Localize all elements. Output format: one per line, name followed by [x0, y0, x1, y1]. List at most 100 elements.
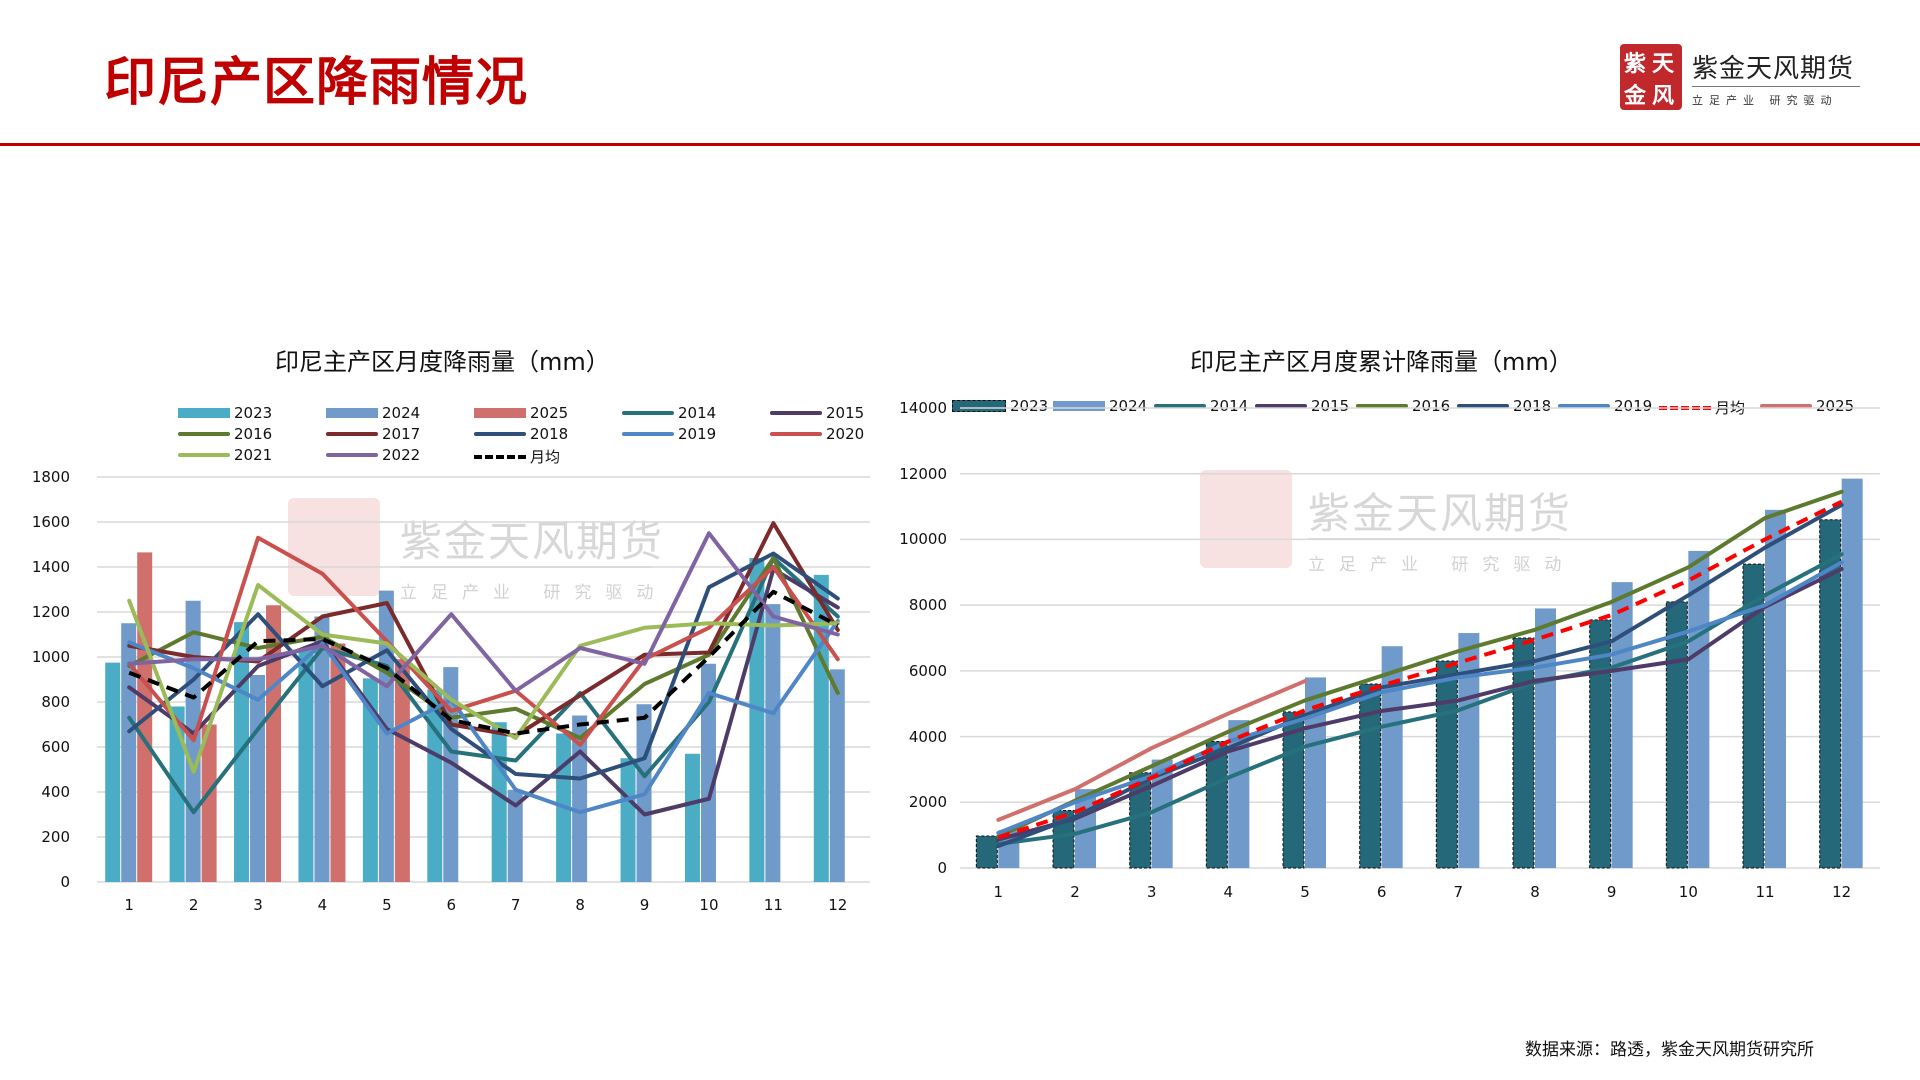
legend-swatch-icon — [178, 432, 230, 436]
legend-label: 2015 — [826, 404, 865, 422]
legend-swatch-icon — [178, 408, 230, 418]
legend-item-2016: 2016 — [178, 425, 272, 443]
bar-2024 — [765, 604, 781, 882]
legend-swatch-icon — [770, 432, 822, 436]
legend-swatch-icon — [178, 453, 230, 457]
line-2020 — [127, 535, 840, 747]
legend-label: 2019 — [1614, 397, 1653, 415]
line-2019 — [996, 560, 1844, 836]
axis-tick-label: 1400 — [31, 558, 70, 576]
bar-2024 — [1611, 582, 1633, 868]
axis-tick-label: 7 — [510, 896, 521, 914]
legend-item-2018: 2018 — [1457, 397, 1551, 415]
axis-tick-label: 0 — [60, 873, 70, 891]
legend-swatch-icon — [1356, 404, 1408, 408]
legend-item-2019: 2019 — [622, 425, 716, 443]
legend-item-2015: 2015 — [1255, 397, 1349, 415]
legend-item-2019: 2019 — [1558, 397, 1652, 415]
legend-item-月均: 月均 — [474, 446, 560, 467]
page-title: 印尼产区降雨情况 — [104, 52, 529, 113]
axis-tick-label: 6000 — [908, 661, 947, 680]
chart-title-monthly: 印尼主产区月度降雨量（mm） — [275, 348, 610, 376]
line-2018 — [127, 551, 840, 781]
axis-tick-label: 8 — [575, 896, 585, 914]
legend-label: 2024 — [382, 404, 421, 422]
bar-2023 — [1205, 741, 1228, 869]
legend-swatch-icon — [1760, 404, 1812, 408]
source-note: 数据来源：路透，紫金天风期货研究所 — [1525, 1040, 1814, 1060]
legend-label: 2024 — [1109, 397, 1148, 415]
legend-item-2023: 2023 — [952, 397, 1048, 415]
axis-tick-label: 10000 — [899, 530, 947, 549]
axis-tick-label: 600 — [41, 738, 70, 756]
axis-tick-label: 8000 — [908, 596, 947, 615]
bar-2023 — [684, 753, 700, 882]
logo-name: 紫金天风期货 — [1692, 54, 1855, 84]
axis-tick-label: 4000 — [908, 727, 947, 746]
line-2016 — [996, 489, 1844, 839]
legend-label: 2014 — [678, 404, 717, 422]
legend-swatch-icon — [326, 432, 378, 436]
axis-tick-label: 1 — [124, 896, 134, 914]
axis-tick-label: 5 — [382, 896, 392, 914]
legend-item-2014: 2014 — [622, 404, 716, 422]
axis-tick-label: 1200 — [31, 603, 70, 621]
legend-item-2023: 2023 — [178, 404, 272, 422]
logo-slogan: 立足产业 研究驱动 — [1692, 94, 1838, 107]
company-logo: 紫 天 金 风 紫金天风期货 立足产业 研究驱动 — [1620, 44, 1860, 114]
axis-tick-label: 12 — [828, 896, 848, 914]
bar-2023 — [975, 835, 998, 869]
legend-label: 2023 — [234, 404, 273, 422]
line-2015 — [996, 567, 1844, 842]
chart-title-cumulative: 印尼主产区月度累计降雨量（mm） — [1190, 348, 1573, 376]
legend-swatch-icon — [326, 453, 378, 457]
line-2021 — [127, 583, 840, 774]
bar-2023 — [620, 758, 636, 882]
legend-item-2014: 2014 — [1154, 397, 1248, 415]
legend-label: 2017 — [382, 425, 421, 443]
axis-tick-label: 9 — [1606, 883, 1617, 901]
legend-swatch-icon — [326, 408, 378, 418]
axis-tick-label: 400 — [41, 783, 70, 801]
axis-tick-label: 2 — [1070, 883, 1080, 901]
legend-swatch-icon — [1154, 404, 1206, 408]
axis-tick-label: 7 — [1453, 883, 1464, 901]
legend-item-2021: 2021 — [178, 446, 272, 464]
axis-tick-label: 2 — [188, 896, 199, 914]
axis-tick-label: 3 — [253, 896, 263, 914]
legend-item-2024: 2024 — [1053, 397, 1147, 415]
legend-swatch-icon — [952, 400, 1006, 412]
legend-label: 2020 — [826, 425, 865, 443]
bar-2023 — [169, 706, 185, 882]
axis-tick-label: 2000 — [908, 793, 947, 812]
logo-seal-icon: 紫 天 金 风 — [1620, 44, 1682, 110]
header-divider — [0, 143, 1920, 146]
legend-swatch-icon — [1053, 401, 1105, 411]
legend-label: 2022 — [382, 446, 421, 464]
bar-2023 — [1742, 563, 1765, 869]
legend-item-2025: 2025 — [1760, 397, 1854, 415]
legend-label: 2015 — [1311, 397, 1350, 415]
line-2015 — [127, 567, 840, 817]
bar-2024 — [829, 669, 845, 882]
legend-item-2022: 2022 — [326, 446, 420, 464]
bar-2025 — [201, 724, 217, 882]
legend-label: 2019 — [678, 425, 717, 443]
bar-2023 — [105, 662, 121, 882]
bar-2024 — [1688, 550, 1710, 868]
legend-item-2018: 2018 — [474, 425, 568, 443]
legend-label: 2025 — [530, 404, 569, 422]
bar-2024 — [1535, 608, 1556, 868]
axis-tick-label: 200 — [41, 828, 70, 846]
legend-item-2024: 2024 — [326, 404, 420, 422]
bar-2023 — [362, 678, 378, 882]
axis-tick-label: 4 — [1223, 883, 1234, 901]
line-2025 — [996, 679, 1307, 822]
legend-swatch-icon — [770, 411, 822, 415]
legend-swatch-icon — [1558, 404, 1610, 408]
legend-label: 2023 — [1010, 397, 1049, 415]
legend-label: 2016 — [234, 425, 273, 443]
legend-item-2017: 2017 — [326, 425, 420, 443]
axis-tick-label: 11 — [763, 896, 783, 914]
